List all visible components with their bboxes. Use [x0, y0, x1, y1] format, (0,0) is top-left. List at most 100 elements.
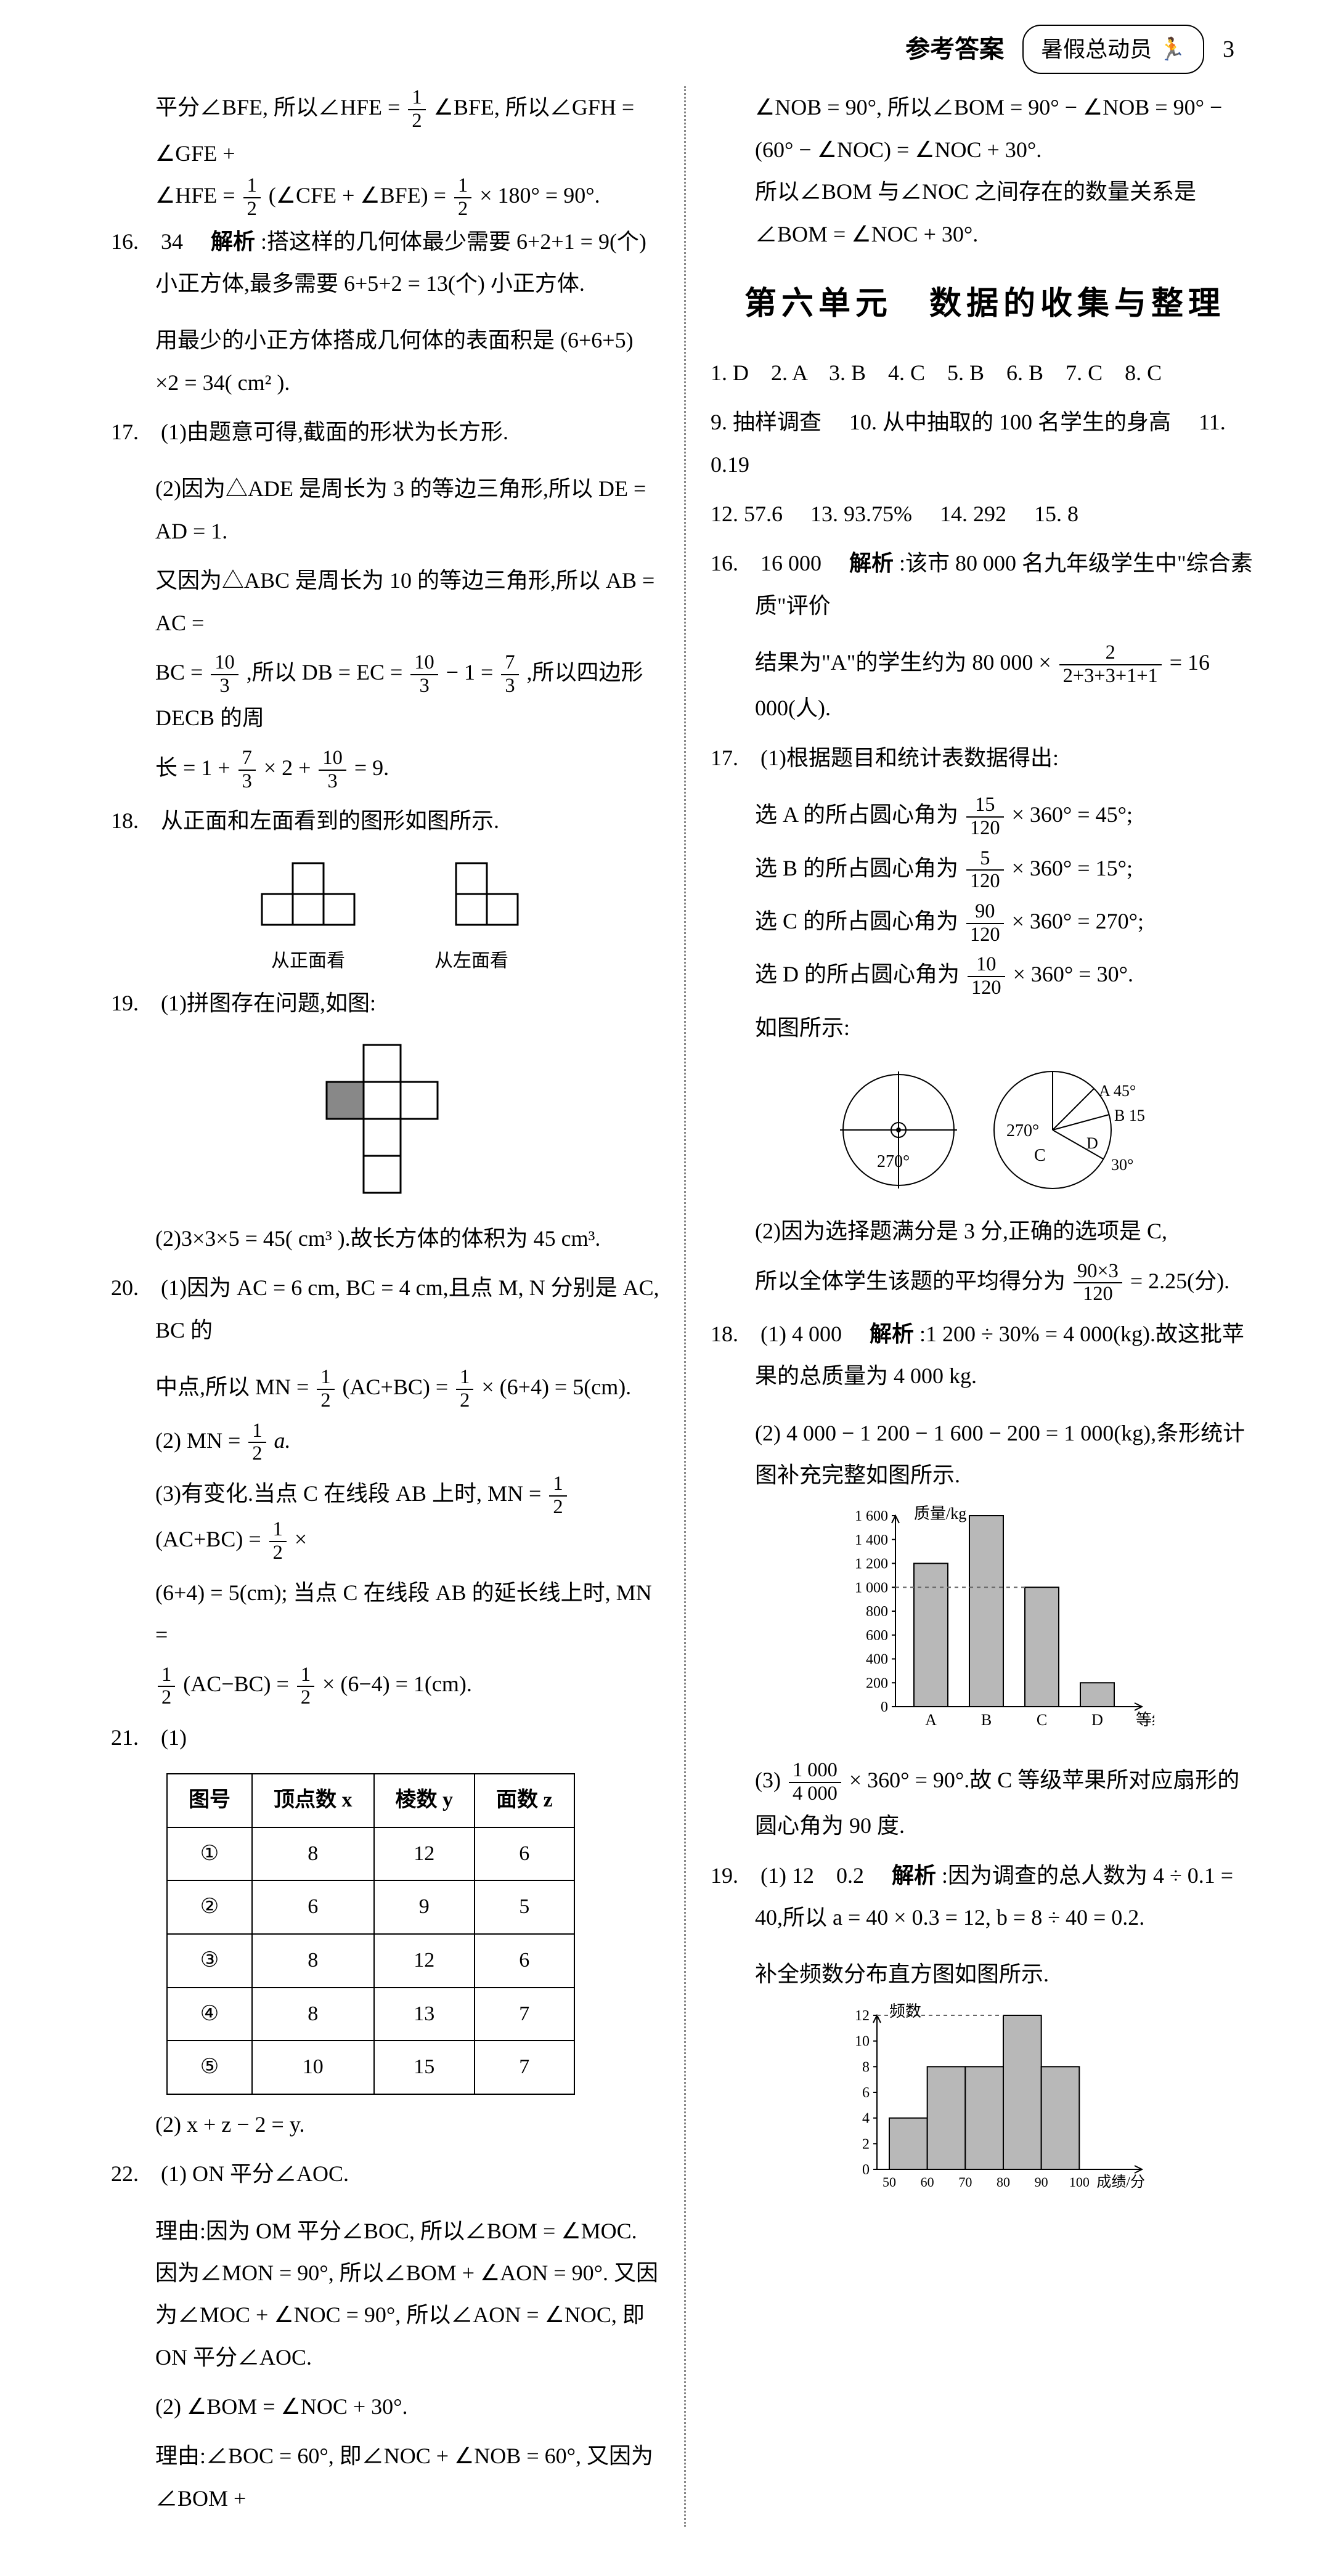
table-cell: ③	[167, 1934, 252, 1988]
svg-text:C: C	[1037, 1711, 1047, 1729]
label-analysis: 解析	[892, 1863, 936, 1888]
r-q17-B: 选 B 的所占圆心角为 5120 × 360° = 15°;	[711, 847, 1259, 893]
frac-half: 12	[454, 175, 471, 220]
badge-text: 暑假总动员	[1041, 28, 1152, 70]
table-row: ③8126	[167, 1934, 574, 1988]
table-cell: 7	[475, 2041, 574, 2094]
table-row: ①8126	[167, 1827, 574, 1881]
text: (AC+BC) =	[343, 1375, 454, 1399]
frac-half: 12	[297, 1664, 314, 1709]
front-view-svg	[247, 857, 370, 943]
column-divider	[684, 86, 686, 2527]
frac-half: 12	[549, 1473, 566, 1518]
text: × 180° = 90°.	[479, 183, 600, 208]
svg-text:1 000: 1 000	[855, 1580, 888, 1596]
table-cell: 12	[374, 1827, 475, 1881]
table-cell: 5	[475, 1880, 574, 1934]
table-cell: 13	[374, 1988, 475, 2041]
q21-table: 图号顶点数 x棱数 y面数 z①8126②695③8126④8137⑤10157	[166, 1773, 575, 2095]
label-analysis: 解析	[870, 1322, 914, 1346]
a13: 13. 93.75%	[810, 502, 912, 526]
r-q17-p2b: 所以全体学生该题的平均得分为 90×3120 = 2.25(分).	[711, 1260, 1259, 1306]
svg-text:等级: 等级	[1136, 1711, 1154, 1729]
right-column: ∠NOB = 90°, 所以∠BOM = 90° − ∠NOB = 90° − …	[711, 86, 1259, 2527]
page-header: 参考答案 暑假总动员 🏃 3	[111, 25, 1259, 74]
frac-15-120: 15120	[966, 794, 1004, 839]
q17-p2g: 长 = 1 + 73 × 2 + 103 = 9.	[111, 747, 659, 792]
svg-text:100: 100	[1069, 2174, 1090, 2190]
text: − 1 =	[446, 660, 499, 685]
q18: 18. 从正面和左面看到的图形如图所示.	[111, 800, 659, 842]
svg-text:70: 70	[958, 2174, 972, 2190]
r-q18: 18. (1) 4 000 解析 :1 200 ÷ 30% = 4 000(kg…	[711, 1313, 1259, 1397]
q22-p3: (2) ∠BOM = ∠NOC + 30°.	[111, 2386, 659, 2428]
svg-text:0: 0	[881, 1699, 888, 1715]
qnum: 18.	[111, 800, 155, 842]
r-q18-p2: (2) 4 000 − 1 200 − 1 600 − 200 = 1 000(…	[711, 1412, 1259, 1497]
q21: 21. (1)	[111, 1717, 659, 1758]
pie-charts: 270° 270° C A 45° B 15° D 30°	[825, 1056, 1145, 1204]
frac-10-3: 103	[410, 652, 438, 697]
frac-10-120: 10120	[968, 954, 1005, 999]
svg-text:200: 200	[866, 1676, 888, 1692]
text: ×	[295, 1527, 307, 1551]
frac-half: 12	[408, 87, 425, 132]
qnum: 17.	[711, 737, 755, 779]
answer: 34	[161, 229, 183, 254]
text: 长 = 1 +	[155, 755, 236, 780]
table-cell: 12	[374, 1934, 475, 1988]
label-analysis: 解析	[211, 229, 255, 254]
q21-p2: (2) x + z − 2 = y.	[111, 2103, 659, 2145]
frac-7-3: 73	[501, 652, 518, 697]
svg-text:0: 0	[862, 2162, 870, 2178]
qnum: 16.	[711, 542, 755, 584]
q16: 16. 34 解析 :搭这样的几何体最少需要 6+2+1 = 9(个) 小正方体…	[111, 221, 659, 305]
pie-caption: 如图所示:	[711, 1007, 1259, 1049]
r-q19: 19. (1) 12 0.2 解析 :因为调查的总人数为 4 ÷ 0.1 = 4…	[711, 1855, 1259, 1939]
q17: 17. (1)由题意可得,截面的形状为长方形.	[111, 411, 659, 453]
header-badge: 暑假总动员 🏃	[1022, 25, 1204, 74]
caption: 从正面看	[247, 943, 370, 978]
table-header: 顶点数 x	[252, 1774, 374, 1827]
svg-text:频数: 频数	[889, 2003, 921, 2020]
frac-5-120: 5120	[966, 848, 1004, 893]
svg-text:B 15°: B 15°	[1114, 1107, 1145, 1124]
cont1: ∠NOB = 90°, 所以∠BOM = 90° − ∠NOB = 90° − …	[711, 86, 1259, 171]
table-cell: 8	[252, 1934, 374, 1988]
svg-text:270°: 270°	[1006, 1121, 1039, 1140]
text: × 360° = 270°;	[1012, 909, 1144, 933]
a10: 10. 从中抽取的 100 名学生的身高	[849, 410, 1171, 434]
svg-text:A: A	[925, 1711, 937, 1729]
a14: 14. 292	[940, 502, 1006, 526]
text: × 360° = 30°.	[1013, 962, 1133, 986]
frac-half: 12	[456, 1367, 473, 1412]
q20-p1b: 中点,所以 MN = 12 (AC+BC) = 12 × (6+4) = 5(c…	[111, 1366, 659, 1412]
table-cell: ⑤	[167, 2041, 252, 2094]
text: 选 A 的所占圆心角为	[755, 802, 964, 827]
svg-text:D: D	[1086, 1134, 1098, 1152]
text: × 2 +	[264, 755, 317, 780]
svg-text:600: 600	[866, 1628, 888, 1644]
text: (1)根据题目和统计表数据得出:	[760, 746, 1059, 770]
frac-half: 12	[243, 175, 261, 220]
r-q17-p2a: (2)因为选择题满分是 3 分,正确的选项是 C,	[711, 1210, 1259, 1252]
text: 所以全体学生该题的平均得分为	[755, 1269, 1071, 1293]
left-view-svg	[419, 857, 524, 943]
qnum: 19.	[711, 1855, 755, 1896]
text: 选 B 的所占圆心角为	[755, 856, 964, 880]
frac-2-over-sum: 22+3+3+1+1	[1059, 642, 1162, 687]
qnum: 16.	[111, 221, 155, 262]
text: ,所以 DB = EC =	[247, 660, 409, 685]
cont2: 所以∠BOM 与∠NOC 之间存在的数量关系是∠BOM = ∠NOC + 30°…	[711, 171, 1259, 255]
table-cell: 8	[252, 1827, 374, 1881]
intro-line1: 平分∠BFE, 所以∠HFE = 12 ∠BFE, 所以∠GFH = ∠GFE …	[111, 86, 659, 174]
frac-10-3: 103	[211, 652, 238, 697]
text: (1) 4 000	[760, 1322, 842, 1346]
q19-p2: (2)3×3×5 = 45( cm³ ).故长方体的体积为 45 cm³.	[111, 1217, 659, 1259]
answers-9-11: 9. 抽样调查 10. 从中抽取的 100 名学生的身高 11. 0.19	[711, 401, 1259, 486]
text: × 360° = 15°;	[1012, 856, 1133, 880]
text: (1) ON 平分∠AOC.	[161, 2161, 349, 2186]
svg-text:2: 2	[862, 2136, 870, 2152]
svg-text:80: 80	[997, 2174, 1010, 2190]
left-view: 从左面看	[419, 857, 524, 978]
